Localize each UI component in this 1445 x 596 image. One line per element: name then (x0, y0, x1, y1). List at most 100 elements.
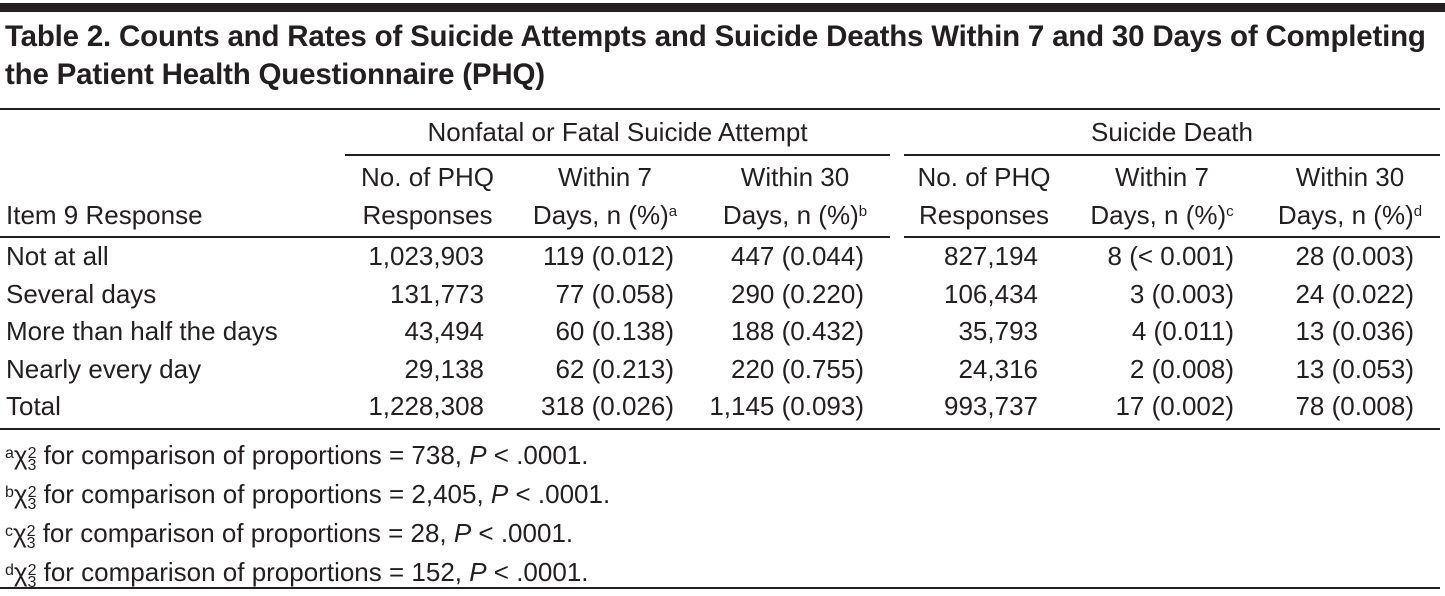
p-symbol: P (469, 557, 487, 587)
footnote-mark: a (5, 445, 14, 462)
data-table: Nonfatal or Fatal Suicide Attempt Suicid… (0, 108, 1440, 430)
row-label: Total (0, 388, 345, 430)
table-cell: 3 (0.003) (1129, 278, 1234, 309)
footnote: aχ23 for comparison of proportions = 738… (5, 438, 610, 477)
footnotes: aχ23 for comparison of proportions = 738… (5, 438, 610, 594)
column-header-line2: Days, n (%) (532, 200, 669, 230)
column-header: Within 30 Days, n (%)b (700, 155, 890, 238)
column-header-line2: Days, n (%) (1277, 200, 1414, 230)
footnote-tail: < .0001. (508, 479, 611, 509)
table-cell: 77 (0.058) (555, 278, 674, 309)
footnote-mark: b (5, 484, 14, 501)
table-row: Not at all 1,023,903 119 (0.012) 447 (0.044… (0, 237, 1440, 276)
footnote-text: for comparison of proportions = 152, (36, 557, 470, 587)
table-cell: 4 (0.011) (1131, 316, 1234, 346)
chi-symbol: χ (13, 557, 28, 587)
column-header-line2: Item 9 Response (6, 200, 203, 230)
degrees-of-freedom: 3 (27, 574, 37, 591)
chi-symbol: χ (13, 518, 27, 548)
column-header-line1: No. of PHQ (917, 162, 1051, 192)
footnote-tail: < .0001. (486, 557, 589, 587)
table-title: Table 2. Counts and Rates of Suicide Att… (5, 20, 1426, 91)
table-cell: 35,793 (958, 316, 1038, 346)
footnote-marker: d (1413, 203, 1423, 220)
footnote-marker: b (858, 203, 868, 220)
footnote-mark: d (5, 562, 14, 579)
table-cell: 1,228,308 (345, 388, 510, 430)
column-header-line2: Days, n (%) (722, 200, 859, 230)
table-cell: 119 (0.012) (542, 241, 674, 271)
chi-symbol: χ (13, 440, 28, 470)
degrees-of-freedom: 3 (26, 535, 36, 552)
column-header-line1: Within 30 (1295, 162, 1405, 192)
table-cell: 131,773 (390, 278, 484, 309)
bottom-rule (0, 587, 1440, 589)
table-cell: 24,316 (958, 353, 1038, 384)
column-header: No. of PHQ Responses (904, 155, 1064, 238)
footnote: dχ23 for comparison of proportions = 152… (5, 555, 610, 594)
table-cell: 28 (0.003) (1295, 241, 1414, 271)
table-cell: 13 (0.036) (1295, 316, 1414, 346)
top-rule (0, 3, 1445, 12)
table-row: Nearly every day 29,138 62 (0.213) 220 (0.7… (0, 351, 1440, 389)
footnote-text: for comparison of proportions = 2,405, (36, 479, 491, 509)
exponent: 2 (26, 523, 36, 540)
column-header-line1: Within 7 (558, 162, 652, 192)
table-cell: 62 (0.213) (555, 353, 674, 384)
column-header: Item 9 Response (0, 155, 345, 238)
table-cell: 78 (0.008) (1260, 388, 1440, 430)
footnote-tail: < .0001. (471, 518, 574, 548)
table-cell: 106,434 (944, 278, 1038, 309)
table-cell: 43,494 (404, 316, 484, 346)
chi-symbol: χ (13, 479, 28, 509)
footnote: cχ23 for comparison of proportions = 28,… (5, 516, 610, 555)
table-cell: 188 (0.432) (731, 316, 864, 346)
table-row: Several days 131,773 77 (0.058) 290 (0.220)… (0, 276, 1440, 314)
footnote: bχ23 for comparison of proportions = 2,4… (5, 477, 610, 516)
table-cell: 827,194 (944, 241, 1038, 271)
table-cell: 13 (0.053) (1295, 353, 1414, 384)
footnote-mark: c (5, 523, 13, 540)
row-label: More than half the days (6, 316, 278, 346)
table-cell: 220 (0.755) (731, 353, 864, 384)
table-cell: 1,145 (0.093) (700, 388, 890, 430)
table-cell: 318 (0.026) (510, 388, 700, 430)
column-header: Within 7 Days, n (%)c (1064, 155, 1260, 238)
footnote-marker: c (1226, 203, 1234, 220)
footnote-text: for comparison of proportions = 738, (36, 440, 470, 470)
table-cell: 447 (0.044) (731, 241, 864, 271)
footnote-marker: a (668, 203, 678, 220)
row-label: Several days (6, 278, 157, 309)
column-header-line1: Within 30 (740, 162, 850, 192)
table-cell: 993,737 (904, 388, 1064, 430)
column-header: Within 7 Days, n (%)a (510, 155, 700, 238)
group-header-attempt: Nonfatal or Fatal Suicide Attempt (345, 110, 890, 156)
exponent: 2 (27, 562, 37, 579)
table-row: More than half the days 43,494 60 (0.138) 1… (0, 313, 1440, 351)
row-label: Not at all (6, 241, 109, 271)
p-symbol: P (453, 518, 472, 548)
column-header: Within 30 Days, n (%)d (1260, 155, 1440, 238)
table-cell: 1,023,903 (368, 241, 484, 271)
footnote-tail: < .0001. (486, 440, 589, 470)
table-cell: 8 (< 0.001) (1107, 241, 1234, 271)
column-header-line1: Within 7 (1115, 162, 1209, 192)
footnote-text: for comparison of proportions = 28, (35, 518, 454, 548)
row-label: Nearly every day (6, 353, 202, 384)
table-cell: 60 (0.138) (555, 316, 674, 346)
p-symbol: P (469, 440, 487, 470)
table-cell: 290 (0.220) (731, 278, 864, 309)
column-header-line2: Days, n (%) (1090, 200, 1227, 230)
table-cell: 24 (0.022) (1295, 278, 1414, 309)
column-header-line2: Responses (362, 200, 493, 230)
table-cell: 17 (0.002) (1064, 388, 1260, 430)
p-symbol: P (490, 479, 509, 509)
group-header-death: Suicide Death (904, 110, 1440, 156)
table-cell: 29,138 (404, 353, 484, 384)
degrees-of-freedom: 3 (27, 496, 37, 513)
exponent: 2 (27, 445, 37, 462)
table-row: Total 1,228,308 318 (0.026) 1,145 (0.093) 99… (0, 388, 1440, 430)
table-cell: 2 (0.008) (1129, 353, 1234, 384)
column-header-line1: No. of PHQ (361, 162, 494, 192)
